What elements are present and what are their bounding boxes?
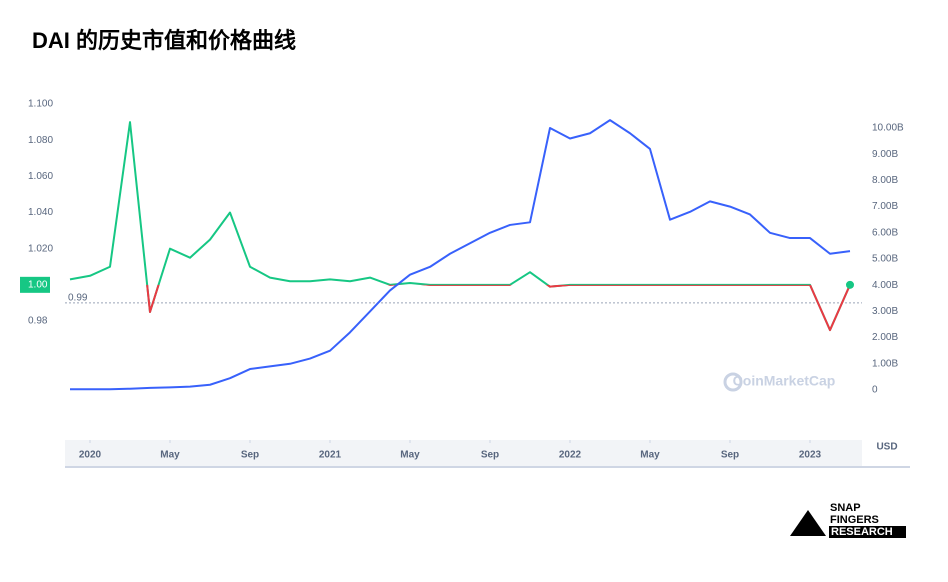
x-tick-label: 2022: [559, 450, 582, 461]
y-tick-label: 1.080: [28, 135, 53, 146]
y2-tick-label: 0: [872, 385, 878, 396]
x-tick-label: May: [160, 450, 180, 461]
brand-line: FINGERS: [830, 514, 879, 526]
watermark-icon: [723, 372, 743, 392]
market-cap-line: [70, 119, 851, 391]
y2-tick-label: 10.00B: [872, 123, 904, 134]
y-tick-label: 1.020: [28, 243, 53, 254]
price-line: [69, 121, 851, 332]
brand-box: [829, 526, 906, 538]
x-tick-label: Sep: [721, 450, 739, 461]
x-axis-band: [65, 440, 862, 467]
x-tick-label: 2023: [799, 450, 822, 461]
x-tick-label: 2021: [319, 450, 342, 461]
x-tick-label: 2020: [79, 450, 102, 461]
y-tick-label: 0.98: [28, 316, 48, 327]
watermark: CoinMarketCap: [733, 373, 836, 389]
y2-tick-label: 9.00B: [872, 149, 898, 160]
y-tick-label: 1.060: [28, 171, 53, 182]
x-tick-label: Sep: [481, 450, 499, 461]
y-tick-label: 1.00: [28, 279, 48, 290]
price-line-below: [146, 284, 851, 332]
currency-label: USD: [876, 442, 897, 453]
y2-tick-label: 5.00B: [872, 254, 898, 265]
y-tick-label: 1.100: [28, 99, 53, 110]
y2-tick-label: 2.00B: [872, 332, 898, 343]
brand-line: SNAP: [830, 502, 861, 514]
x-tick-label: May: [640, 450, 660, 461]
brand-icon: [790, 510, 826, 536]
y2-tick-label: 8.00B: [872, 175, 898, 186]
y2-tick-label: 7.00B: [872, 201, 898, 212]
brand-line: RESEARCH: [831, 526, 893, 538]
y2-tick-label: 6.00B: [872, 227, 898, 238]
reference-label: 0.99: [68, 293, 88, 304]
y2-tick-label: 3.00B: [872, 306, 898, 317]
y-tick-label: 1.040: [28, 207, 53, 218]
x-tick-label: May: [400, 450, 420, 461]
chart-title: DAI 的历史市值和价格曲线: [32, 28, 296, 53]
y2-tick-label: 4.00B: [872, 280, 898, 291]
brand-logo: SNAP FINGERS RESEARCH: [790, 502, 906, 538]
last-price-dot: [846, 280, 854, 289]
y2-tick-label: 1.00B: [872, 358, 898, 369]
current-price-box: [20, 276, 50, 293]
x-tick-label: Sep: [241, 450, 259, 461]
